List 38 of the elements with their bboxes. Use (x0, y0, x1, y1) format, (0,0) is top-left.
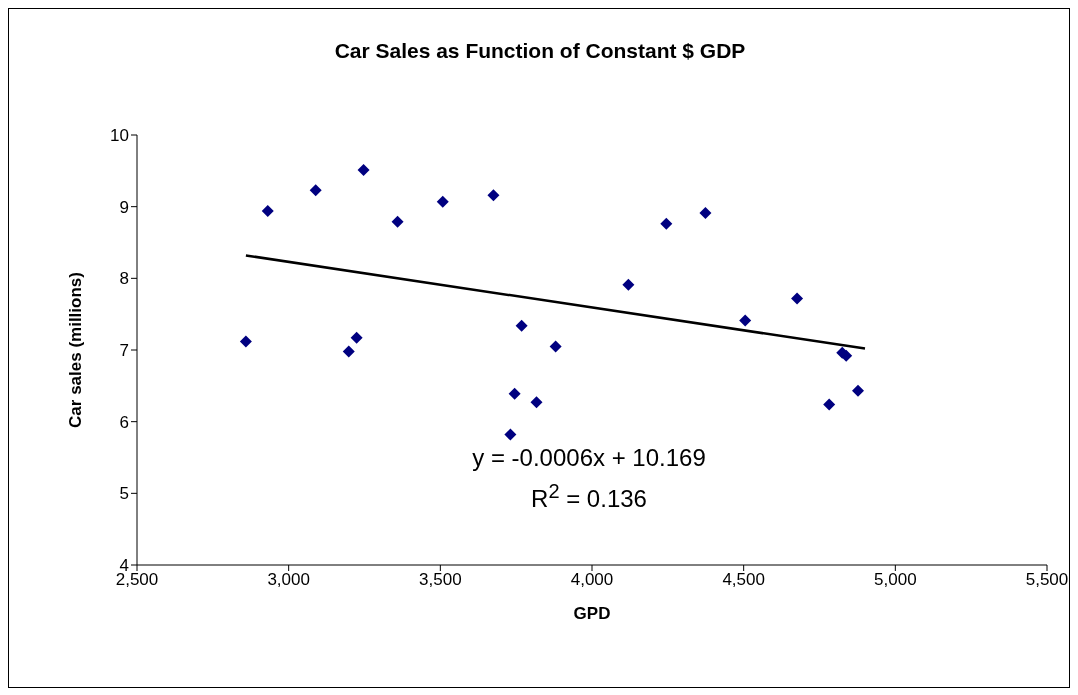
point (357, 164, 370, 177)
x-tick-label: 4,000 (570, 570, 614, 590)
point (549, 340, 562, 353)
point (436, 195, 449, 208)
point (350, 331, 363, 344)
point (261, 204, 274, 217)
point (622, 278, 635, 291)
x-tick-label: 5,000 (874, 570, 917, 590)
chart-title: Car Sales as Function of Constant $ GDP (333, 39, 747, 63)
point (823, 398, 836, 411)
point (515, 319, 528, 332)
y-tick-label: 6 (119, 412, 129, 432)
point (660, 217, 673, 230)
point (487, 189, 500, 202)
y-tick-label: 8 (119, 269, 129, 289)
point (504, 428, 517, 441)
y-tick-label: 5 (119, 484, 129, 504)
x-tick-label: 4,500 (722, 570, 765, 590)
point (852, 384, 865, 397)
x-tick-label: 5,500 (1025, 570, 1069, 590)
point (342, 345, 355, 358)
point (739, 314, 752, 327)
point (508, 387, 521, 400)
y-tick-label: 10 (110, 126, 129, 146)
x-tick-label: 3,000 (267, 570, 310, 590)
annotation: R$^{2}$ = 0.136 (530, 480, 648, 513)
point (309, 184, 322, 197)
x-axis-title: GPD (573, 604, 611, 623)
y-axis-title: Car sales (millions) (66, 272, 86, 428)
annotation: y = -0.0006x + 10.169 (471, 444, 707, 472)
point (791, 292, 804, 305)
point (391, 215, 404, 228)
x-tick-label: 3,500 (419, 570, 462, 590)
y-tick-label: 9 (119, 197, 129, 217)
point (239, 335, 252, 348)
point (699, 207, 712, 220)
y-tick-label: 7 (119, 341, 129, 361)
point (530, 396, 543, 409)
